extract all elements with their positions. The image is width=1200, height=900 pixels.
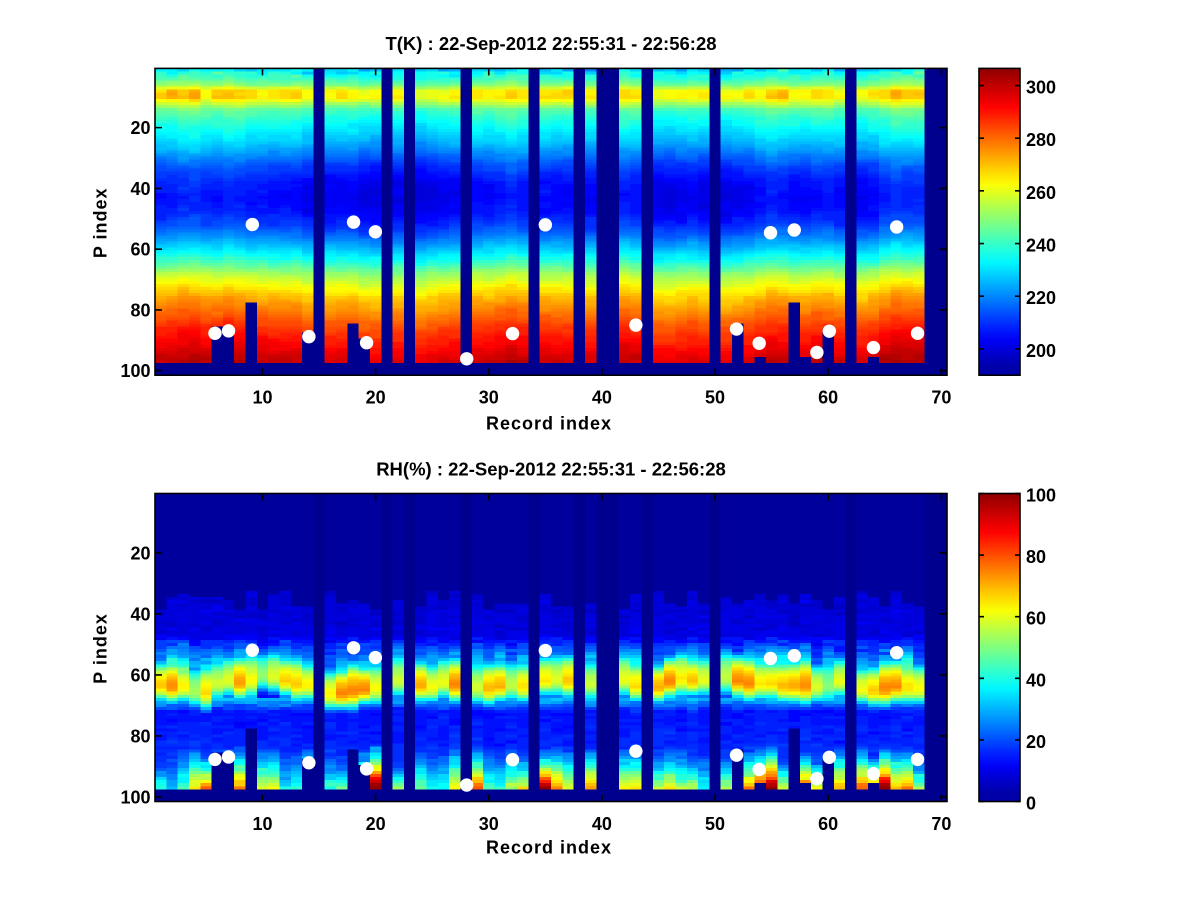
svg-text:10: 10 (252, 388, 272, 408)
svg-text:100: 100 (1026, 486, 1056, 506)
svg-text:70: 70 (931, 388, 951, 408)
svg-text:200: 200 (1026, 341, 1056, 361)
svg-text:10: 10 (252, 814, 272, 834)
svg-text:280: 280 (1026, 130, 1056, 150)
svg-text:P index: P index (91, 187, 111, 258)
svg-text:20: 20 (130, 543, 150, 563)
svg-text:20: 20 (1026, 732, 1046, 752)
svg-text:40: 40 (130, 604, 150, 624)
svg-text:20: 20 (366, 388, 386, 408)
svg-text:60: 60 (130, 240, 150, 260)
svg-text:T(K) : 22-Sep-2012 22:55:31 -: T(K) : 22-Sep-2012 22:55:31 - 22:56:28 (385, 33, 716, 54)
svg-text:100: 100 (120, 361, 150, 381)
svg-text:30: 30 (479, 814, 499, 834)
svg-text:100: 100 (120, 787, 150, 807)
svg-text:50: 50 (705, 388, 725, 408)
svg-text:70: 70 (931, 814, 951, 834)
svg-text:220: 220 (1026, 288, 1056, 308)
svg-text:80: 80 (1026, 547, 1046, 567)
svg-text:P index: P index (91, 613, 111, 684)
svg-text:60: 60 (130, 665, 150, 685)
svg-text:Record index: Record index (486, 414, 612, 434)
svg-text:80: 80 (130, 726, 150, 746)
svg-text:20: 20 (366, 814, 386, 834)
svg-text:80: 80 (130, 300, 150, 320)
svg-text:260: 260 (1026, 183, 1056, 203)
svg-text:20: 20 (130, 118, 150, 138)
svg-text:40: 40 (130, 179, 150, 199)
svg-text:RH(%) : 22-Sep-2012 22:55:31 -: RH(%) : 22-Sep-2012 22:55:31 - 22:56:28 (376, 459, 726, 480)
svg-text:50: 50 (705, 814, 725, 834)
svg-text:40: 40 (1026, 670, 1046, 690)
svg-text:Record index: Record index (486, 838, 612, 858)
svg-text:60: 60 (818, 388, 838, 408)
svg-text:30: 30 (479, 388, 499, 408)
svg-text:40: 40 (592, 814, 612, 834)
svg-text:40: 40 (592, 388, 612, 408)
svg-text:240: 240 (1026, 236, 1056, 256)
svg-text:60: 60 (818, 814, 838, 834)
svg-text:300: 300 (1026, 78, 1056, 98)
svg-text:60: 60 (1026, 609, 1046, 629)
svg-text:0: 0 (1026, 794, 1036, 814)
